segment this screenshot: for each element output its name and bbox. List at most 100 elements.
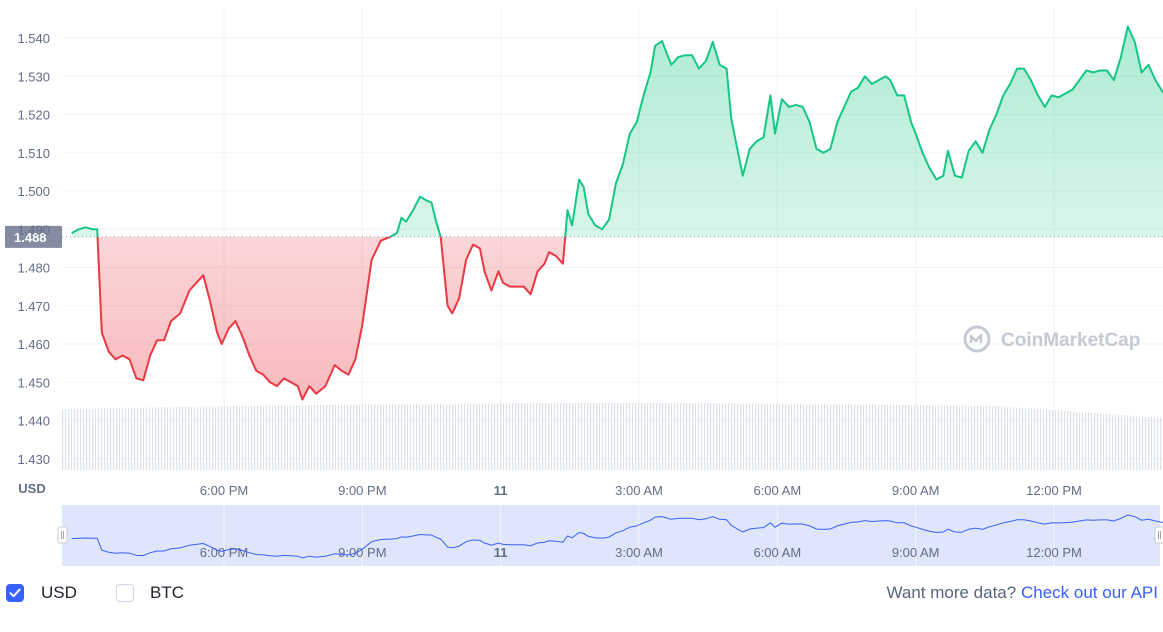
volume-bar — [254, 405, 256, 470]
volume-bar — [197, 406, 199, 470]
price-chart[interactable]: 1.488 1.540 1.530 1.520 1.510 1.500 1.490 1.48… — [0, 0, 1163, 570]
volume-bar — [908, 405, 910, 470]
navigator-handle[interactable] — [57, 526, 68, 544]
volume-bar — [245, 406, 247, 470]
volume-bar — [965, 405, 967, 470]
btc-label[interactable]: BTC — [150, 583, 184, 602]
volume-bar — [860, 404, 862, 470]
volume-bar — [1097, 413, 1099, 470]
navigator[interactable]: 6:00 PM 9:00 PM 11 3:00 AM 6:00 AM 9:00 AM 12:… — [57, 505, 1163, 566]
volume-bar — [338, 404, 340, 470]
volume-bar — [635, 403, 637, 470]
volume-bar — [872, 404, 874, 470]
volume-bar — [68, 408, 70, 470]
volume-bar — [848, 404, 850, 470]
volume-bar — [512, 403, 514, 470]
volume-bar — [695, 403, 697, 470]
volume-bar — [251, 405, 253, 470]
volume-bar — [494, 403, 496, 470]
volume-bar — [887, 404, 889, 470]
volume-bar — [692, 403, 694, 470]
navigator-handle-box — [57, 526, 68, 544]
volume-bar — [155, 407, 157, 470]
y-tick-label: 1.480 — [17, 261, 50, 276]
volume-bar — [290, 405, 292, 470]
volume-bar — [1067, 411, 1069, 470]
usd-checkbox[interactable] — [6, 584, 24, 602]
volume-bar — [416, 403, 418, 470]
volume-bar — [932, 405, 934, 470]
volume-bar — [137, 407, 139, 470]
volume-bar — [170, 407, 172, 470]
volume-bar — [902, 404, 904, 470]
volume-bar — [1091, 412, 1093, 470]
volume-bar — [833, 404, 835, 470]
navigator-tick-label: 12:00 PM — [1026, 545, 1082, 560]
navigator-handle[interactable] — [1154, 526, 1163, 544]
volume-bar — [665, 403, 667, 470]
volume-bar — [698, 403, 700, 470]
volume-bar — [593, 403, 595, 470]
volume-bar — [1136, 416, 1138, 470]
volume-bar — [773, 403, 775, 470]
volume-bar — [746, 403, 748, 470]
volume-bar — [551, 403, 553, 470]
volume-bar — [353, 404, 355, 470]
volume-bar — [839, 404, 841, 470]
volume-bar — [998, 406, 1000, 470]
reference-price-label: 1.488 — [14, 230, 47, 245]
volume-bar — [623, 403, 625, 470]
volume-bar — [266, 405, 268, 470]
volume-bar — [674, 403, 676, 470]
volume-bar — [335, 404, 337, 470]
volume-bar — [770, 403, 772, 470]
volume-bar — [575, 403, 577, 470]
volume-bar — [782, 403, 784, 470]
volume-bar — [992, 406, 994, 470]
volume-bar — [629, 403, 631, 470]
volume-bar — [863, 404, 865, 470]
usd-label[interactable]: USD — [41, 583, 77, 602]
volume-bar — [125, 407, 127, 470]
volume-bar — [743, 403, 745, 470]
x-tick-label: 6:00 PM — [200, 483, 248, 498]
volume-bar — [404, 404, 406, 470]
volume-bar — [1088, 412, 1090, 470]
volume-bar — [1076, 411, 1078, 470]
volume-bar — [986, 406, 988, 470]
api-link[interactable]: Check out our API — [1020, 583, 1158, 602]
volume-bar — [755, 403, 757, 470]
volume-bar — [317, 405, 319, 470]
volume-bar — [344, 404, 346, 470]
volume-bar — [767, 403, 769, 470]
volume-bar — [1106, 413, 1108, 470]
volume-bar — [650, 403, 652, 470]
volume-bar — [980, 406, 982, 470]
volume-bar — [149, 407, 151, 470]
volume-bar — [1139, 416, 1141, 470]
volume-bar — [1079, 411, 1081, 470]
volume-bar — [1019, 407, 1021, 470]
volume-bar — [302, 405, 304, 470]
volume-bar — [842, 404, 844, 470]
volume-bar — [704, 403, 706, 470]
btc-checkbox[interactable] — [116, 584, 134, 602]
volume-bar — [905, 404, 907, 470]
volume-bar — [164, 407, 166, 470]
volume-bar — [791, 403, 793, 470]
volume-bar — [161, 407, 163, 470]
volume-bar — [377, 404, 379, 470]
volume-bar — [1061, 410, 1063, 470]
y-tick-label: 1.430 — [17, 452, 50, 467]
volume-bar — [1022, 407, 1024, 470]
y-tick-label: 1.490 — [17, 222, 50, 237]
volume-bar — [560, 403, 562, 470]
volume-bar — [671, 403, 673, 470]
x-tick-label: 12:00 PM — [1026, 483, 1082, 498]
volume-bar — [539, 403, 541, 470]
volume-bar — [926, 405, 928, 470]
y-axis: 1.540 1.530 1.520 1.510 1.500 1.490 1.480 1.470… — [17, 31, 50, 467]
navigator-tick-label: 6:00 PM — [200, 545, 248, 560]
volume-bar — [188, 406, 190, 470]
volume-bar — [359, 404, 361, 470]
